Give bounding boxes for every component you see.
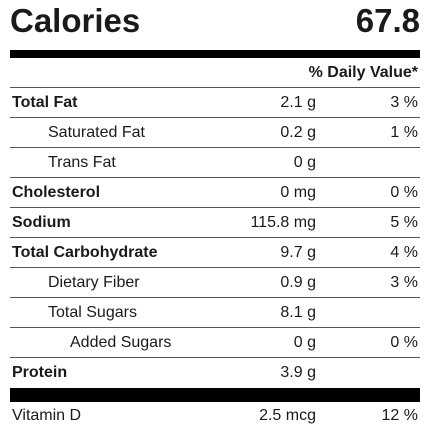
vitamin-name: Vitamin D	[12, 407, 82, 424]
nutrient-amount: 0 g	[293, 334, 316, 351]
nutrient-name: Added Sugars	[70, 334, 172, 351]
protein-divider	[10, 388, 420, 402]
nutrient-amount: 0.2 g	[280, 124, 316, 141]
nutrient-row-sodium: Sodium 115.8 mg 5 %	[10, 207, 420, 237]
nutrient-name: Saturated Fat	[48, 124, 145, 141]
nutrient-daily-value: 0 %	[390, 184, 418, 201]
nutrient-row-added-sugars: Added Sugars 0 g 0 %	[10, 327, 420, 357]
nutrient-name: Total Fat	[12, 94, 78, 111]
nutrient-name: Total Carbohydrate	[12, 244, 158, 261]
nutrient-amount: 0 g	[293, 154, 316, 171]
nutrient-amount: 0 mg	[280, 184, 316, 201]
nutrient-amount: 8.1 g	[280, 304, 316, 321]
daily-value-header: % Daily Value*	[308, 64, 418, 81]
nutrient-name: Cholesterol	[12, 184, 101, 201]
nutrient-amount: 0.9 g	[280, 274, 316, 291]
vitamin-row-vitamin-d: Vitamin D 2.5 mcg 12 %	[10, 403, 420, 429]
nutrient-daily-value: 4 %	[390, 244, 418, 261]
nutrient-row-total-fat: Total Fat 2.1 g 3 %	[10, 87, 420, 117]
nutrient-amount: 115.8 mg	[250, 214, 316, 231]
nutrient-name: Sodium	[12, 214, 71, 231]
nutrient-row-cholesterol: Cholesterol 0 mg 0 %	[10, 177, 420, 207]
calories-divider	[10, 50, 420, 58]
nutrient-row-total-carbohydrate: Total Carbohydrate 9.7 g 4 %	[10, 237, 420, 267]
nutrient-daily-value: 3 %	[390, 94, 418, 111]
vitamin-amount: 2.5 mcg	[259, 407, 316, 424]
nutrient-row-protein: Protein 3.9 g	[10, 357, 420, 387]
nutrient-row-total-sugars: Total Sugars 8.1 g	[10, 297, 420, 327]
nutrient-name: Total Sugars	[48, 304, 137, 321]
nutrient-name: Trans Fat	[48, 154, 116, 171]
calories-value: 67.8	[355, 2, 420, 39]
vitamin-daily-value: 12 %	[381, 407, 418, 424]
nutrient-name: Dietary Fiber	[48, 274, 140, 291]
calories-row: Calories 67.8	[10, 0, 420, 46]
nutrient-row-saturated-fat: Saturated Fat 0.2 g 1 %	[10, 117, 420, 147]
nutrient-daily-value: 1 %	[390, 124, 418, 141]
nutrient-amount: 2.1 g	[280, 94, 316, 111]
nutrient-daily-value: 0 %	[390, 334, 418, 351]
nutrient-row-dietary-fiber: Dietary Fiber 0.9 g 3 %	[10, 267, 420, 297]
nutrient-amount: 3.9 g	[280, 364, 316, 381]
nutrient-amount: 9.7 g	[280, 244, 316, 261]
nutrient-row-trans-fat: Trans Fat 0 g	[10, 147, 420, 177]
nutrient-list: Total Fat 2.1 g 3 % Saturated Fat 0.2 g …	[10, 87, 420, 387]
calories-label: Calories	[10, 2, 141, 39]
nutrient-name: Protein	[12, 364, 68, 381]
nutrient-daily-value: 3 %	[390, 274, 418, 291]
nutrient-daily-value: 5 %	[390, 214, 418, 231]
